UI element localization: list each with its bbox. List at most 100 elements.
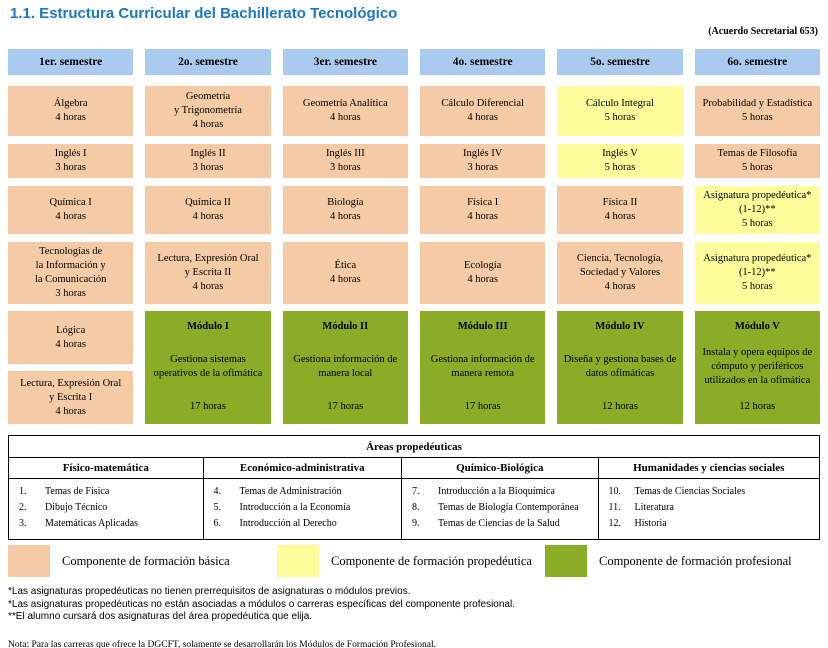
semester-header-2: 2o. semestre <box>145 49 271 75</box>
area-column-fisico-matematica: Físico-matemática 1. Temas de Física 2. Di… <box>9 458 204 539</box>
item-text: Historia <box>634 518 667 529</box>
subject-cell: Inglés IV 3 horas <box>420 144 546 178</box>
module-description: Diseña y gestiona bases de datos ofimáti… <box>563 354 677 379</box>
subject-hours: 4 horas <box>467 274 498 285</box>
footnote-line: **El alumno cursará dos asignaturas del … <box>8 611 313 622</box>
list-item: 9. Temas de Ciencias de la Salud <box>412 516 594 532</box>
subject-hours: 4 horas <box>330 211 361 222</box>
item-number: 4. <box>213 486 222 497</box>
subject-hours: 5 horas <box>742 162 773 173</box>
areas-columns: Físico-matemática 1. Temas de Física 2. Di… <box>9 458 819 539</box>
area-item-list: 1. Temas de Física 2. Dibujo Técnico 3. Mat… <box>9 479 203 539</box>
subject-cell: Inglés V 5 horas <box>557 144 683 178</box>
subject-name: Ecología <box>464 260 502 271</box>
subject-hours: 3 horas <box>467 162 498 173</box>
module-hours: 17 horas <box>464 401 501 412</box>
subject-name: Química I <box>49 197 92 208</box>
subject-cell: Temas de Filosofía 5 horas <box>694 144 820 178</box>
subject-cell: Biología 4 horas <box>282 186 408 234</box>
subject-cell: Química I 4 horas <box>8 186 134 234</box>
subject-name: Tecnologías de la Información y la Comun… <box>34 246 107 285</box>
semester-header-row: 1er. semestre 2o. semestre 3er. semestre… <box>8 49 820 75</box>
legend-item-propedeutica: Componente de formación propedéutica <box>277 545 532 577</box>
item-number: 8. <box>412 502 420 513</box>
module-description: Gestiona sistemas operativos de la ofimá… <box>153 354 263 379</box>
list-item: 12. Historia <box>609 516 815 532</box>
item-text: Matemáticas Aplicadas <box>45 518 139 529</box>
area-column-header: Físico-matemática <box>9 458 203 479</box>
list-item: 7. Introducción a la Bioquímica <box>412 484 594 500</box>
legend-label: Componente de formación propedéutica <box>331 553 532 568</box>
item-text: Introducción al Derecho <box>239 518 337 529</box>
acuerdo-secretarial-note: (Acuerdo Secretarial 653) <box>708 26 818 37</box>
subject-hours: 4 horas <box>604 211 636 222</box>
areas-propedeuticas-table: Áreas propedéuticas Físico-matemática 1.… <box>8 435 820 540</box>
areas-table-title: Áreas propedéuticas <box>9 436 819 458</box>
nota-line: Nota: Para las carreras que ofrece la DG… <box>8 639 436 648</box>
module-cell: Módulo V Instala y opera equipos de cómpu… <box>694 311 820 424</box>
subject-cell: Lectura, Expresión Oral y Escrita I 4 hor… <box>8 371 134 424</box>
area-item-list: 4. Temas de Administración 5. Introducción… <box>204 479 402 539</box>
subject-cell: Lógica 4 horas <box>8 311 134 364</box>
subject-row-4: Tecnologías de la Información y la Comun… <box>8 242 820 304</box>
subject-row-3: Química I 4 horas Química II 4 horas Biolo… <box>8 186 820 234</box>
subject-hours: 3 horas <box>192 162 224 173</box>
module-name: Módulo II <box>322 321 369 332</box>
subject-hours: 4 horas <box>467 211 498 222</box>
module-cell: Módulo III Gestiona información de manera… <box>420 311 546 424</box>
subject-cell: Probabilidad y Estadística 5 horas <box>694 86 820 136</box>
area-column-header: Económico-administrativa <box>203 458 402 479</box>
footnote-line: *Las asignaturas propedéuticas no están … <box>8 598 515 610</box>
subject-hours: 5 horas <box>604 112 636 123</box>
list-item: 8. Temas de Biología Contemporánea <box>412 500 594 516</box>
subject-name: Probabilidad y Estadística <box>702 98 813 109</box>
item-text: Temas de Ciencias Sociales <box>634 486 746 497</box>
subject-name: Asignatura propedéutica* (1-12)** <box>703 253 812 278</box>
module-name: Módulo III <box>457 321 508 332</box>
subject-name: Temas de Filosofía <box>717 148 798 159</box>
subject-cell: Asignatura propedéutica* (1-12)** 5 horas <box>694 242 820 304</box>
item-number: 6. <box>213 518 222 529</box>
area-column-header: Químico-Biológica <box>402 458 598 479</box>
list-item: 1. Temas de Física <box>19 484 199 500</box>
subject-cell: Asignatura propedéutica* (1-12)** 5 horas <box>694 186 820 234</box>
item-number: 12. <box>608 518 622 529</box>
subject-cell: Física II 4 horas <box>557 186 683 234</box>
module-name: Módulo I <box>187 321 229 332</box>
legend-label: Componente de formación básica <box>62 553 230 568</box>
subject-name: Geometría y Trigonometría <box>174 91 242 116</box>
subject-cell: Álgebra 4 horas <box>8 86 134 136</box>
subject-name: Inglés II <box>190 148 226 159</box>
subject-name: Ciencia, Tecnología, Sociedad y Valores <box>576 253 664 278</box>
item-text: Introducción a la Bioquímica <box>438 486 555 497</box>
subject-cell: Ciencia, Tecnología, Sociedad y Valores 4… <box>557 242 683 304</box>
subject-hours: 4 horas <box>604 281 636 292</box>
item-number: 5. <box>213 502 222 513</box>
subject-hours: 4 horas <box>55 211 86 222</box>
semester-header-5: 5o. semestre <box>557 49 683 75</box>
legend: Componente de formación básica Component… <box>0 543 828 580</box>
area-column-humanidades: Humanidades y ciencias sociales 10. Temas… <box>598 458 819 539</box>
area-item-list: 7. Introducción a la Bioquímica 8. Temas d… <box>402 479 598 539</box>
subject-hours: 4 horas <box>55 112 86 123</box>
area-column-header: Humanidades y ciencias sociales <box>598 458 819 479</box>
subject-name: Ética <box>334 260 357 271</box>
module-cell: Módulo II Gestiona información de manera … <box>282 311 408 424</box>
subject-cell: Ecología 4 horas <box>420 242 546 304</box>
module-cell: Módulo IV Diseña y gestiona bases de dato… <box>557 311 683 424</box>
subject-cell: Inglés III 3 horas <box>282 144 408 178</box>
list-item: 10. Temas de Ciencias Sociales <box>609 484 815 500</box>
item-text: Dibujo Técnico <box>45 502 108 513</box>
subject-hours: 4 horas <box>192 211 224 222</box>
area-item-list: 10. Temas de Ciencias Sociales 11. Literat… <box>599 479 819 539</box>
list-item: 2. Dibujo Técnico <box>19 500 199 516</box>
subject-hours: 3 horas <box>55 162 86 173</box>
subject-name: Biología <box>327 197 364 208</box>
subject-cell: Lectura, Expresión Oral y Escrita II 4 ho… <box>145 242 271 304</box>
subject-hours: 4 horas <box>55 405 86 417</box>
subject-hours: 4 horas <box>55 338 86 350</box>
subject-name: Inglés I <box>54 148 87 159</box>
item-text: Temas de Biología Contemporánea <box>438 502 579 513</box>
semester-header-3: 3er. semestre <box>282 49 408 75</box>
module-name: Módulo IV <box>595 321 645 332</box>
